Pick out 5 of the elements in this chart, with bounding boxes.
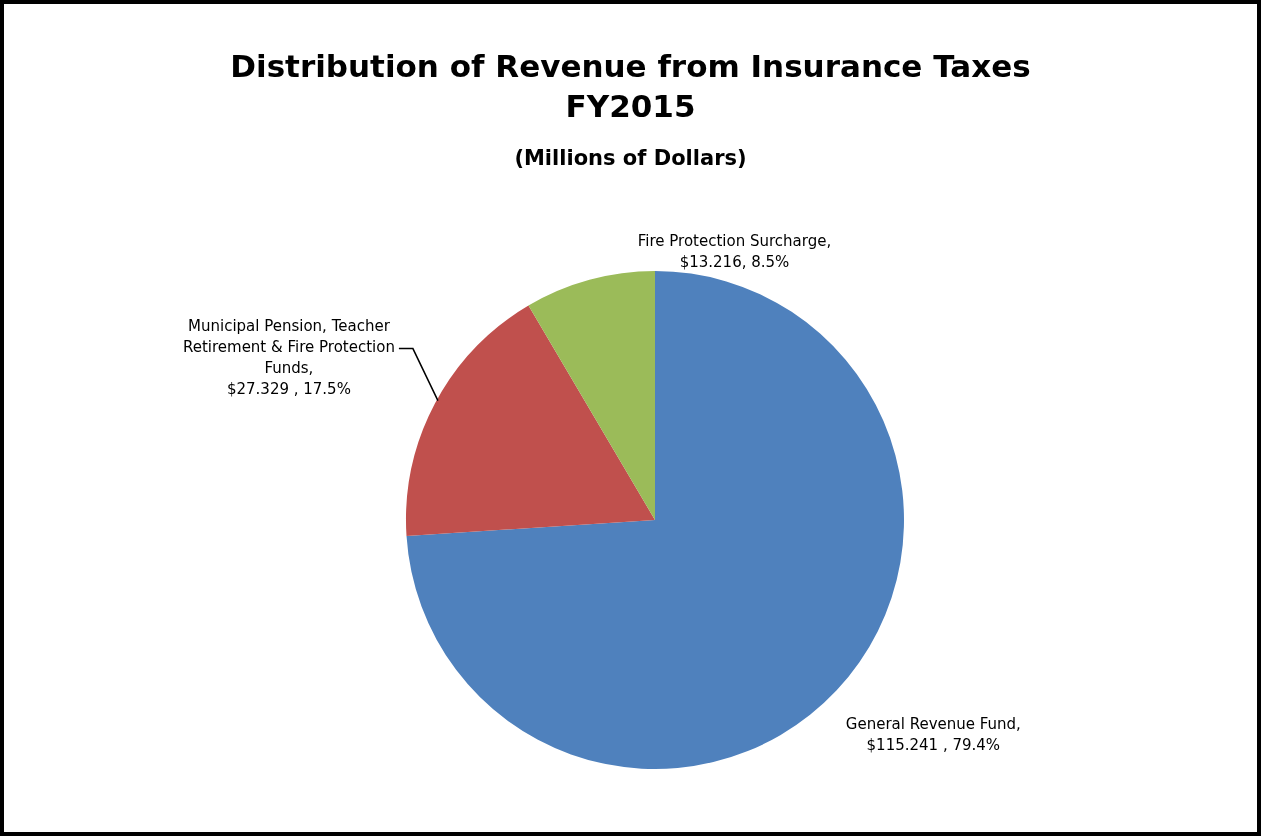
slice-label: General Revenue Fund, $115.241 , 79.4% [845, 714, 1021, 754]
chart-subtitle: (Millions of Dollars) [513, 146, 748, 170]
chart-title: Distribution of Revenue from Insurance Taxes FY2015 [229, 47, 1032, 126]
slice-label: Fire Protection Surcharge, $13.216, 8.5% [637, 232, 832, 272]
slice-label: Municipal Pension, Teacher Retirement & Fire Protection Funds, $27.329 , 17.5% [182, 316, 395, 398]
